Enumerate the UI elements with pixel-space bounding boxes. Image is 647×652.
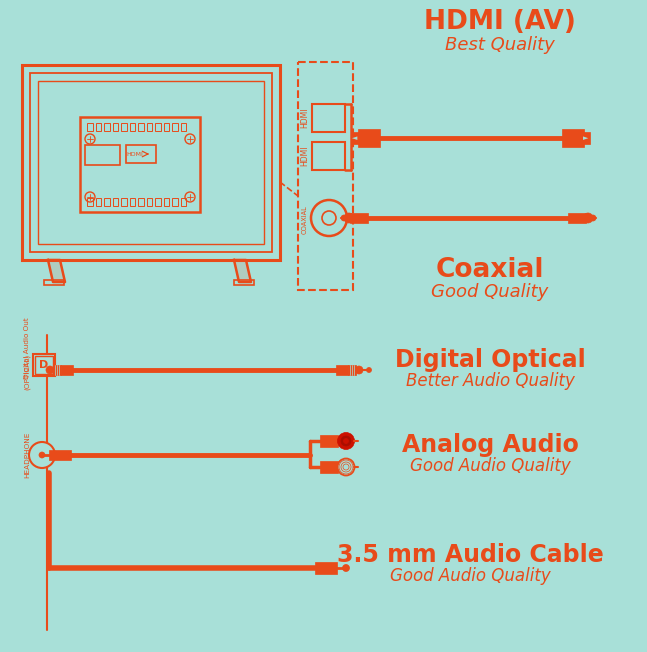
Bar [298, 62, 353, 290]
Bar [126, 145, 156, 163]
Bar [44, 280, 64, 285]
Bar [129, 123, 135, 131]
Bar [61, 365, 73, 375]
Circle shape [39, 452, 45, 458]
Bar [352, 132, 359, 144]
Text: HDMI: HDMI [127, 151, 144, 156]
Circle shape [341, 436, 351, 446]
Bar [583, 132, 590, 144]
Text: ◄: ◄ [353, 135, 358, 141]
Circle shape [344, 213, 354, 223]
Circle shape [590, 215, 596, 221]
Circle shape [583, 213, 593, 223]
Bar [113, 123, 118, 131]
Bar [320, 461, 338, 473]
Circle shape [341, 215, 347, 221]
Bar [312, 142, 345, 170]
Bar [104, 123, 109, 131]
Circle shape [338, 458, 355, 475]
Text: HDMI (AV): HDMI (AV) [424, 9, 576, 35]
Bar [96, 123, 101, 131]
Bar [113, 198, 118, 206]
Bar [53, 365, 61, 375]
Bar [146, 198, 152, 206]
Circle shape [338, 432, 355, 449]
Bar [96, 198, 101, 206]
Circle shape [344, 439, 349, 443]
Bar [164, 198, 169, 206]
Bar [350, 213, 368, 223]
Bar [121, 123, 127, 131]
Bar [172, 198, 177, 206]
Bar [30, 73, 272, 252]
Text: Better Audio Quality: Better Audio Quality [406, 372, 575, 390]
Bar [22, 65, 280, 260]
Text: ►: ► [584, 135, 589, 141]
Bar [155, 123, 160, 131]
Bar [49, 450, 71, 460]
Bar [138, 123, 144, 131]
Bar [129, 198, 135, 206]
Circle shape [29, 442, 55, 468]
Circle shape [366, 368, 371, 372]
Bar [181, 123, 186, 131]
Text: Analog Audio: Analog Audio [402, 433, 578, 457]
Text: Good Audio Quality: Good Audio Quality [410, 457, 571, 475]
Bar [138, 198, 144, 206]
Bar [35, 356, 53, 374]
Text: HEADPHONE: HEADPHONE [24, 432, 30, 478]
Text: 3.5 mm Audio Cable: 3.5 mm Audio Cable [336, 543, 604, 567]
Bar [38, 81, 264, 244]
Bar [87, 198, 93, 206]
Bar [336, 365, 348, 375]
Text: (OPTICAL): (OPTICAL) [24, 354, 30, 390]
Bar [80, 117, 200, 212]
Bar [358, 129, 380, 147]
Bar [104, 198, 109, 206]
Polygon shape [234, 260, 251, 282]
Bar [172, 123, 177, 131]
Circle shape [355, 366, 363, 374]
Bar [348, 365, 356, 375]
Bar [33, 354, 55, 376]
Circle shape [342, 565, 349, 572]
Bar [320, 435, 338, 447]
Text: Good Audio Quality: Good Audio Quality [389, 567, 551, 585]
Bar [568, 213, 586, 223]
Text: Digital Optical: Digital Optical [395, 348, 586, 372]
Text: Digital Audio Out: Digital Audio Out [24, 317, 30, 379]
Circle shape [46, 366, 54, 374]
Text: HDMI: HDMI [300, 146, 309, 166]
Text: Best Quality: Best Quality [445, 36, 555, 54]
Bar [234, 280, 254, 285]
Bar [85, 145, 120, 165]
Bar [146, 123, 152, 131]
Bar [121, 198, 127, 206]
Bar [155, 198, 160, 206]
Text: COAXIAL: COAXIAL [302, 205, 308, 234]
Text: D: D [39, 360, 49, 370]
Text: HDMI: HDMI [300, 108, 309, 128]
Bar [312, 104, 345, 132]
Bar [181, 198, 186, 206]
Bar [315, 562, 337, 574]
Bar [562, 129, 584, 147]
Circle shape [311, 200, 347, 236]
Bar [164, 123, 169, 131]
Polygon shape [48, 260, 65, 282]
Text: Coaxial: Coaxial [435, 257, 544, 283]
Bar [87, 123, 93, 131]
Text: Good Quality: Good Quality [432, 283, 549, 301]
